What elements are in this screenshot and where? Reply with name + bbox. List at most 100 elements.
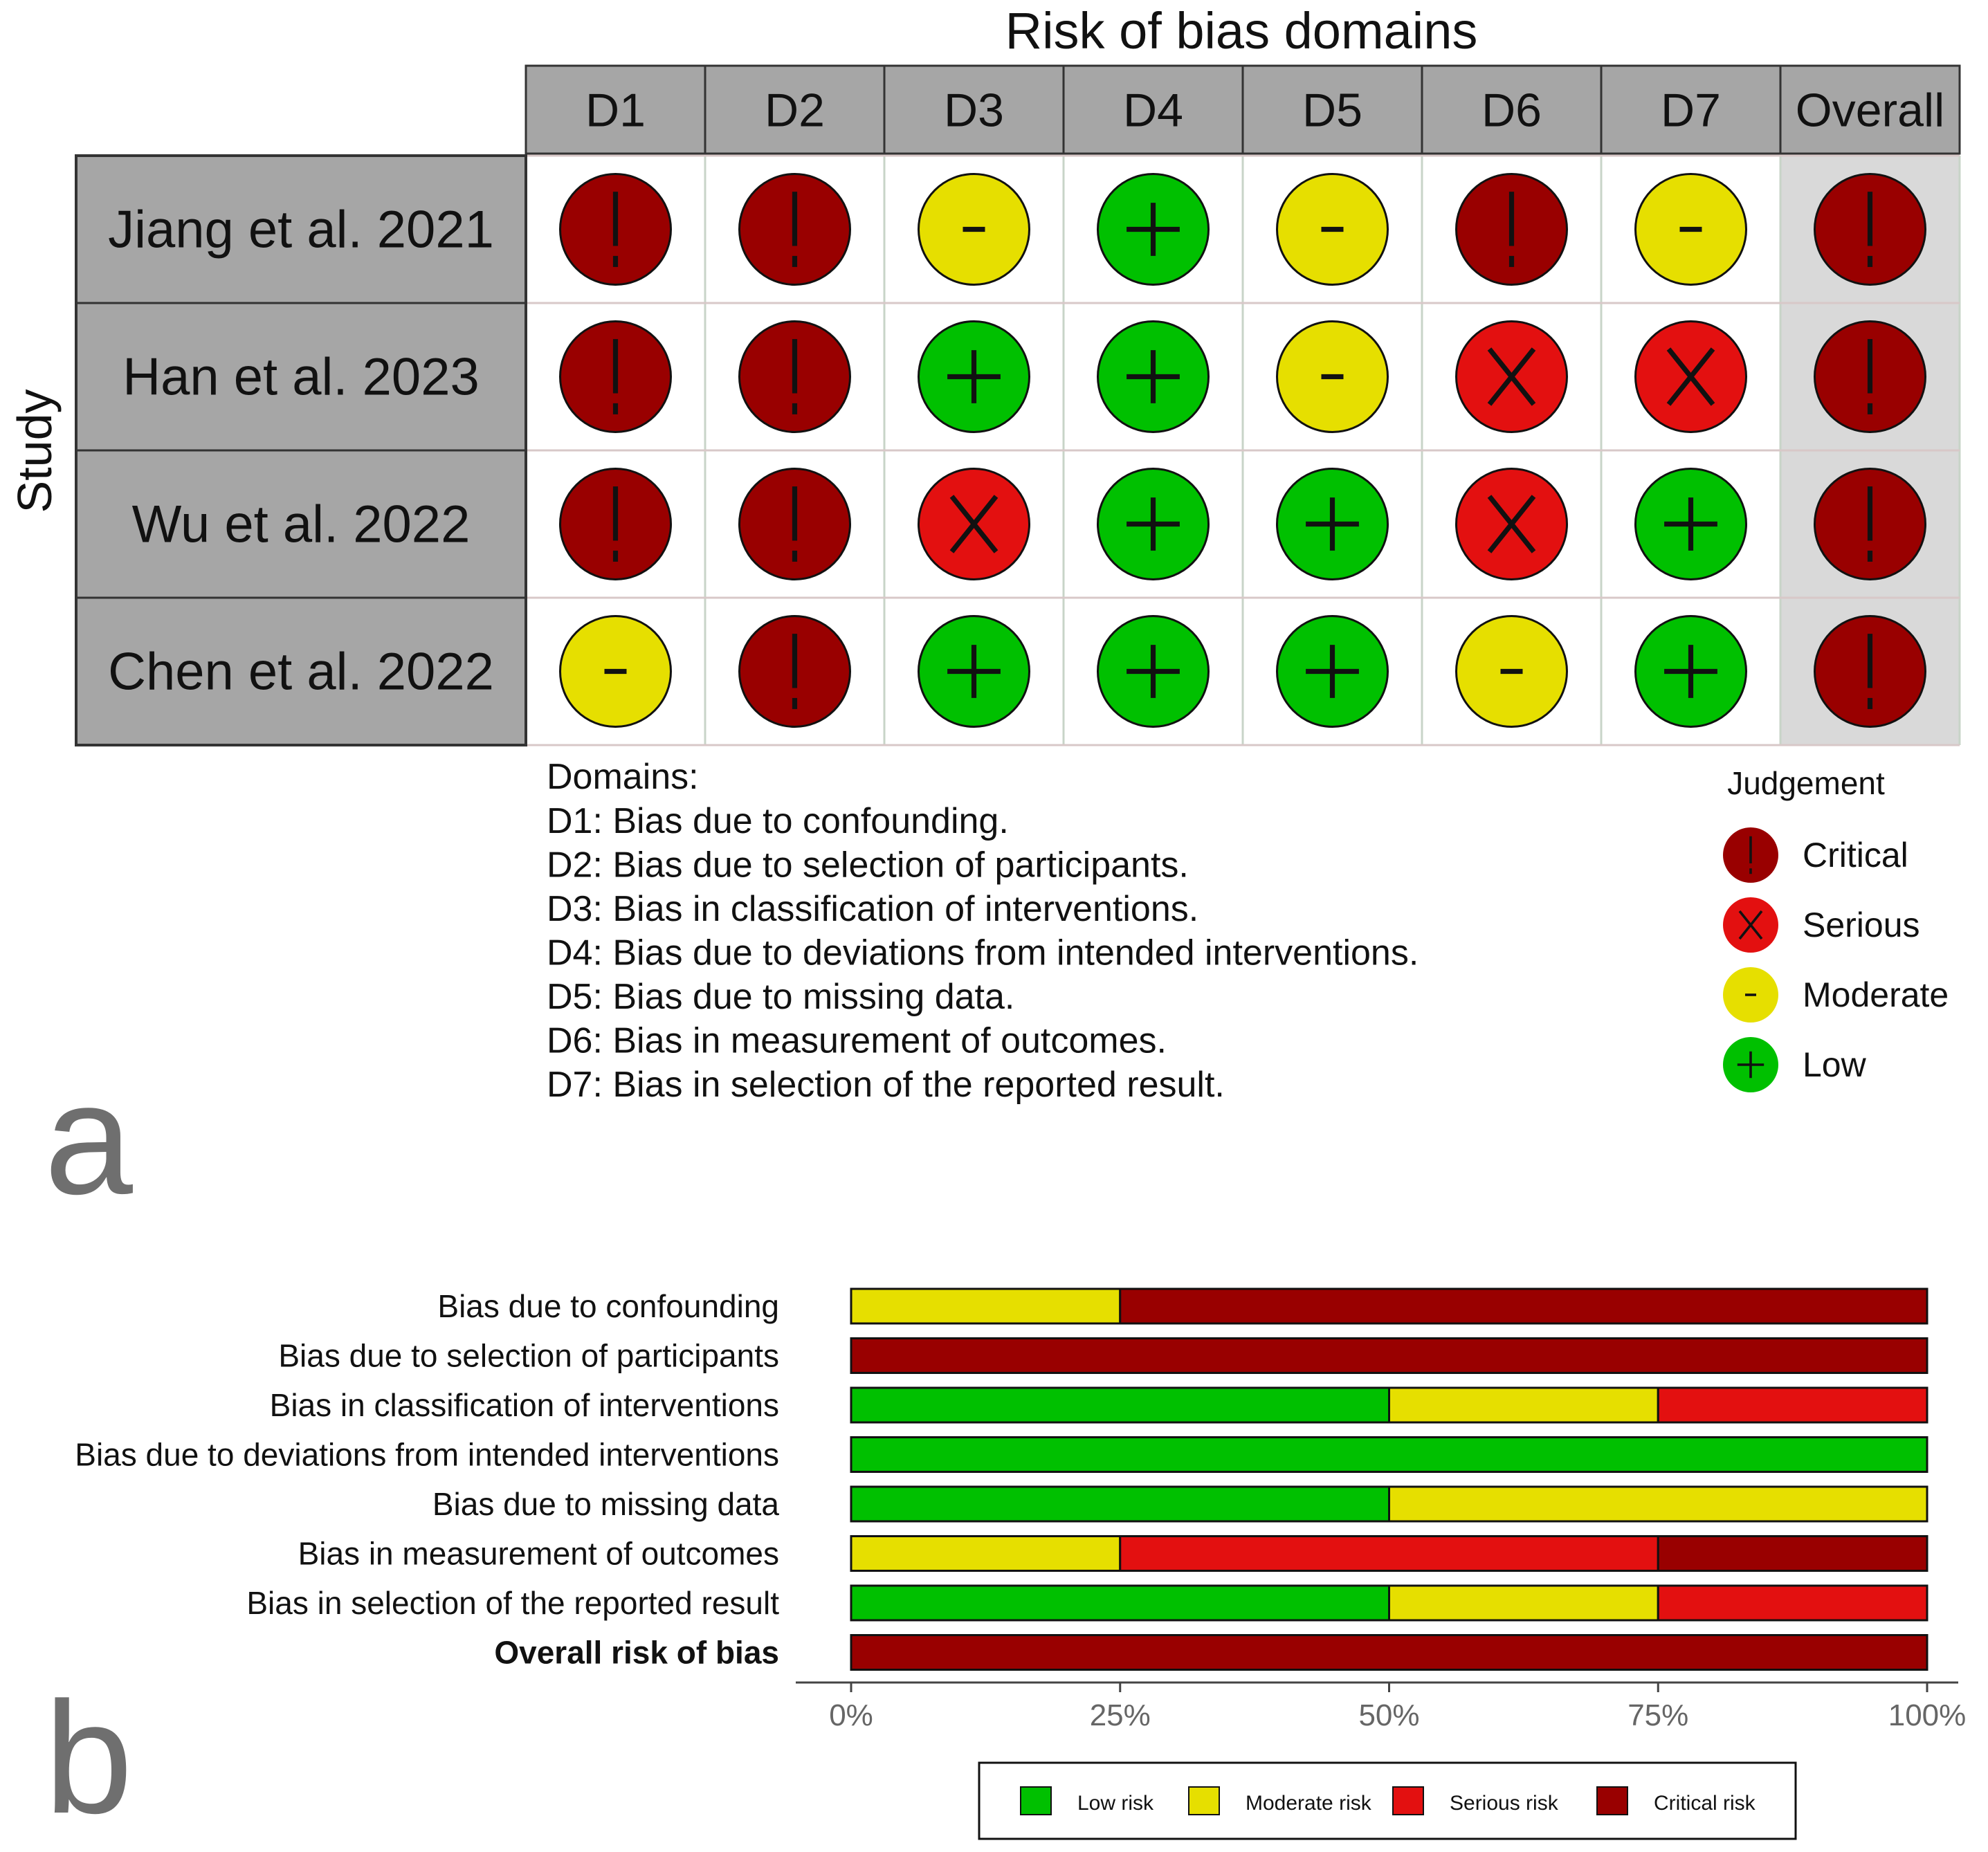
x-tick-label: 0% xyxy=(829,1698,873,1732)
domains-heading: Domains: xyxy=(547,757,699,797)
legend-swatch xyxy=(1392,1786,1424,1815)
judgement-legend-title: Judgement xyxy=(1727,765,1885,801)
column-header-cell xyxy=(704,64,886,155)
judgement-symbol-serious xyxy=(949,495,998,553)
domain-definition: D5: Bias due to missing data. xyxy=(547,977,1014,1017)
column-header-label: D5 xyxy=(1302,84,1362,137)
x-tick-label: 50% xyxy=(1358,1698,1419,1732)
judgement-symbol-low xyxy=(1306,645,1359,698)
category-label: Bias in selection of the reported result xyxy=(246,1585,779,1621)
column-header-d5: D5 xyxy=(1241,64,1423,155)
summary-bar-panel: Bias due to confounding Bias due to selec… xyxy=(44,1287,1967,1846)
legend-label: Moderate risk xyxy=(1246,1792,1372,1815)
judgement-symbol-low xyxy=(1664,497,1717,551)
bar-segment-critical-risk xyxy=(850,1337,1928,1374)
judgement-symbol-low xyxy=(1127,350,1180,403)
legend-label: Serious xyxy=(1803,906,1920,944)
study-label-column-border xyxy=(75,154,527,746)
summary-legend-item-moderate-risk: Moderate risk xyxy=(1188,1786,1372,1815)
domain-definition: D6: Bias in measurement of outcomes. xyxy=(547,1021,1167,1061)
column-header-d4: D4 xyxy=(1062,64,1244,155)
judgement-symbol-low xyxy=(947,645,1001,698)
domain-definition: D7: Bias in selection of the reported re… xyxy=(547,1065,1225,1105)
column-header-cell xyxy=(1421,64,1603,155)
column-header-d1: D1 xyxy=(525,64,706,155)
judgement-symbol-low xyxy=(1127,645,1180,698)
study-row-jiang-et-al-2021: Jiang et al. 2021 xyxy=(75,154,1926,304)
summary-legend-item-critical-risk: Critical risk xyxy=(1596,1786,1756,1815)
traffic-light-grid: D1 D2 D3 D4 D5 D6 D7 Overall Jiang et al. 2021 Ha… xyxy=(75,64,1961,746)
judgement-legend: Critical Serious Moderate Low xyxy=(1723,827,1949,1092)
summary-category-labels: Bias due to confounding Bias due to selec… xyxy=(75,1288,779,1671)
summary-legend-item-serious-risk: Serious risk xyxy=(1392,1786,1559,1815)
column-header-cell xyxy=(1600,64,1782,155)
bar-segment-moderate-risk xyxy=(1388,1386,1659,1424)
study-label-cell xyxy=(75,154,527,304)
category-label: Bias due to missing data xyxy=(432,1486,780,1522)
bar-segment-moderate-risk xyxy=(850,1535,1122,1572)
bar-segment-low-risk xyxy=(850,1485,1390,1523)
bar-segment-low-risk xyxy=(850,1386,1390,1424)
legend-swatch xyxy=(1020,1786,1052,1815)
study-row-chen-et-al-2022: Chen et al. 2022 xyxy=(75,596,1926,746)
judgement-legend-item-low: Low xyxy=(1723,1037,1867,1092)
study-row-han-et-al-2023: Han et al. 2023 xyxy=(75,302,1926,452)
legend-label: Critical xyxy=(1803,836,1908,874)
study-label: Wu et al. 2022 xyxy=(132,495,471,554)
category-label: Bias due to deviations from intended int… xyxy=(75,1437,779,1473)
judgement-symbol-serious xyxy=(1487,495,1536,553)
category-label: Bias due to selection of participants xyxy=(278,1338,779,1374)
legend-label: Low risk xyxy=(1077,1792,1154,1815)
judgement-symbol-low xyxy=(947,350,1001,403)
bar-segment-moderate-risk xyxy=(850,1287,1122,1325)
column-header-d6: D6 xyxy=(1421,64,1603,155)
column-header-label: D2 xyxy=(765,84,825,137)
column-header-label: D7 xyxy=(1661,84,1721,137)
column-header-cell xyxy=(525,64,706,155)
summary-legend-item-low-risk: Low risk xyxy=(1020,1786,1154,1815)
legend-swatch xyxy=(1596,1786,1628,1815)
x-tick-label: 100% xyxy=(1888,1698,1967,1732)
category-label: Bias in measurement of outcomes xyxy=(298,1536,779,1572)
summary-stacked-bars xyxy=(850,1287,1928,1671)
bar-segment-low-risk xyxy=(850,1584,1390,1622)
bar-segment-serious-risk xyxy=(1657,1584,1928,1622)
category-label: Bias due to confounding xyxy=(437,1288,779,1324)
bar-segment-moderate-risk xyxy=(1388,1584,1659,1622)
judgement-legend-item-serious: Serious xyxy=(1723,897,1920,953)
legend-swatch xyxy=(1188,1786,1220,1815)
domain-definition: D3: Bias in classification of interventi… xyxy=(547,889,1198,929)
bar-segment-critical-risk xyxy=(1657,1535,1928,1572)
x-tick-label: 25% xyxy=(1090,1698,1151,1732)
summary-legend: Low risk Moderate risk Serious risk Critica… xyxy=(978,1761,1797,1840)
domain-definition: D1: Bias due to confounding. xyxy=(547,801,1009,841)
column-header-overall: Overall xyxy=(1779,64,1961,155)
domain-definition: D2: Bias due to selection of participant… xyxy=(547,845,1189,886)
study-label-cell xyxy=(75,596,527,746)
domain-definition: D4: Bias due to deviations from intended… xyxy=(547,933,1419,973)
judgement-symbol-serious xyxy=(1666,347,1715,406)
judgement-symbol-serious xyxy=(1487,347,1536,406)
summary-legend-frame xyxy=(978,1761,1797,1840)
column-header-cell xyxy=(1779,64,1961,155)
legend-symbol-serious xyxy=(1738,910,1763,940)
judgement-symbol-low xyxy=(1664,645,1717,698)
legend-label: Serious risk xyxy=(1450,1792,1559,1815)
column-header-label: D3 xyxy=(944,84,1004,137)
legend-symbol-low xyxy=(1737,1051,1764,1079)
study-label-cell xyxy=(75,449,527,599)
column-header-label: D4 xyxy=(1123,84,1183,137)
study-label-cell xyxy=(75,302,527,452)
legend-label: Moderate xyxy=(1803,975,1949,1014)
traffic-light-panel: Risk of bias domains Study D1 D2 D3 D4 D5 D6 D… xyxy=(8,2,1961,1227)
column-header-d7: D7 xyxy=(1600,64,1782,155)
panel-b-label: b xyxy=(44,1669,133,1846)
study-label: Chen et al. 2022 xyxy=(108,643,494,702)
column-header-label: D6 xyxy=(1481,84,1542,137)
judgement-symbol-low xyxy=(1127,203,1180,256)
column-header-label: Overall xyxy=(1796,84,1944,137)
bar-segment-serious-risk xyxy=(1657,1386,1928,1424)
x-tick-label: 75% xyxy=(1627,1698,1688,1732)
study-label: Jiang et al. 2021 xyxy=(108,201,494,259)
